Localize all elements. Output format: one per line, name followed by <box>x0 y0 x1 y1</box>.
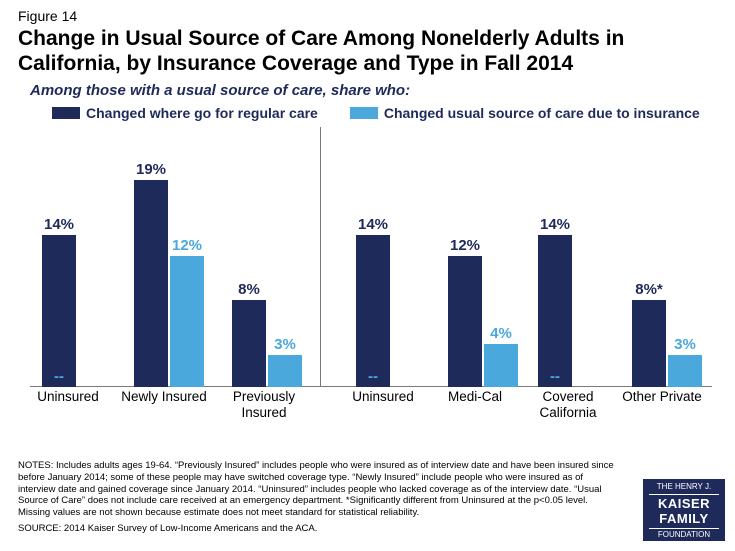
kff-logo: THE HENRY J. KAISER FAMILY FOUNDATION <box>643 479 725 541</box>
legend-label-1: Changed where go for regular care <box>86 105 318 121</box>
logo-family: FAMILY <box>645 512 723 526</box>
bar-series2: 4% <box>484 344 518 388</box>
chart-plot-area: 14%--19%12%8%3%14%--12%4%14%--8%*3% <box>18 127 718 387</box>
bar-series1: 19% <box>134 180 168 387</box>
bar-series2: 3% <box>668 355 702 388</box>
bar-value-label: 8%* <box>635 281 663 300</box>
bar-series1: 14% <box>538 235 572 388</box>
bar-group: 12%4% <box>448 256 518 387</box>
bar-group: 19%12% <box>134 180 204 387</box>
bar-group: 14%-- <box>42 235 76 388</box>
bar-value-label: 14% <box>44 216 74 235</box>
category-labels: Uninsured Newly InsuredPreviouslyInsured U… <box>18 387 718 429</box>
legend-item-1: Changed where go for regular care <box>52 105 318 121</box>
category-label: Newly Insured <box>114 389 214 405</box>
bar-series1: 14% <box>356 235 390 388</box>
category-label: CoveredCalifornia <box>522 389 614 420</box>
legend: Changed where go for regular care Change… <box>0 103 735 127</box>
panel-divider <box>320 127 321 387</box>
bar-group: 14%-- <box>356 235 390 388</box>
missing-value-marker: -- <box>42 368 76 385</box>
figure-label: Figure 14 <box>0 0 735 24</box>
bar-group: 8%3% <box>232 300 302 387</box>
bar-series1: 8% <box>232 300 266 387</box>
bar-group: 8%*3% <box>632 300 702 387</box>
category-label: Medi-Cal <box>432 389 518 405</box>
bar-value-label: 14% <box>540 216 570 235</box>
logo-line-top: THE HENRY J. <box>645 483 723 492</box>
source-text: SOURCE: 2014 Kaiser Survey of Low-Income… <box>18 523 618 535</box>
bar-value-label: 4% <box>490 325 512 344</box>
category-label: Uninsured <box>338 389 428 405</box>
legend-swatch-1 <box>52 107 80 119</box>
bar-group: 14%-- <box>538 235 572 388</box>
notes-text: NOTES: Includes adults ages 19-64. “Prev… <box>18 460 618 519</box>
legend-swatch-2 <box>350 107 378 119</box>
bar-value-label: 3% <box>674 336 696 355</box>
bar-value-label: 14% <box>358 216 388 235</box>
bar-value-label: 12% <box>450 237 480 256</box>
category-label: Uninsured <box>28 389 108 405</box>
logo-kaiser: KAISER <box>645 497 723 511</box>
chart-title: Change in Usual Source of Care Among Non… <box>0 24 735 80</box>
missing-value-marker: -- <box>356 368 390 385</box>
bar-value-label: 3% <box>274 336 296 355</box>
bar-series1: 14% <box>42 235 76 388</box>
bar-series2: 12% <box>170 256 204 387</box>
category-label: PreviouslyInsured <box>214 389 314 420</box>
bar-series1: 8%* <box>632 300 666 387</box>
category-label: Other Private <box>610 389 714 405</box>
logo-line-bottom: FOUNDATION <box>645 531 723 540</box>
bar-value-label: 12% <box>172 237 202 256</box>
footnotes: NOTES: Includes adults ages 19-64. “Prev… <box>18 460 618 535</box>
bar-series2: 3% <box>268 355 302 388</box>
chart-subtitle: Among those with a usual source of care,… <box>0 80 735 103</box>
bar-value-label: 8% <box>238 281 260 300</box>
bar-series1: 12% <box>448 256 482 387</box>
missing-value-marker: -- <box>538 368 572 385</box>
bar-value-label: 19% <box>136 161 166 180</box>
legend-item-2: Changed usual source of care due to insu… <box>350 105 700 121</box>
legend-label-2: Changed usual source of care due to insu… <box>384 105 700 121</box>
